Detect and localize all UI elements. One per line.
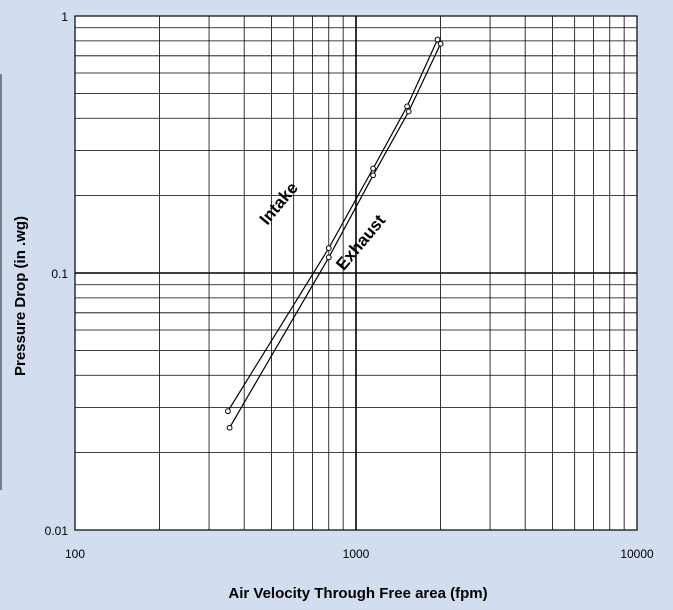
y-tick-label-0.1: 0.1: [51, 267, 68, 281]
left-frame-line: [0, 74, 2, 490]
data-point-exhaust: [226, 424, 233, 431]
data-point-intake: [370, 165, 376, 172]
x-tick-label-100: 100: [65, 547, 85, 561]
data-point-intake: [325, 245, 332, 251]
x-axis-title: Air Velocity Through Free area (fpm): [228, 585, 487, 602]
x-tick-label-1000: 1000: [343, 547, 370, 561]
data-point-exhaust: [370, 172, 376, 179]
series-layer: [224, 36, 444, 431]
data-point-exhaust: [405, 108, 412, 115]
data-point-intake: [404, 103, 410, 110]
x-tick-label-10000: 10000: [620, 547, 654, 561]
data-point-intake: [224, 408, 231, 415]
grid: [75, 16, 637, 530]
y-axis-title: Pressure Drop (in .wg): [12, 216, 29, 376]
y-tick-label-0.01: 0.01: [45, 524, 69, 538]
data-point-exhaust: [437, 40, 444, 47]
data-point-exhaust: [325, 254, 332, 261]
data-point-intake: [434, 36, 441, 43]
y-tick-label-1: 1: [61, 10, 68, 24]
